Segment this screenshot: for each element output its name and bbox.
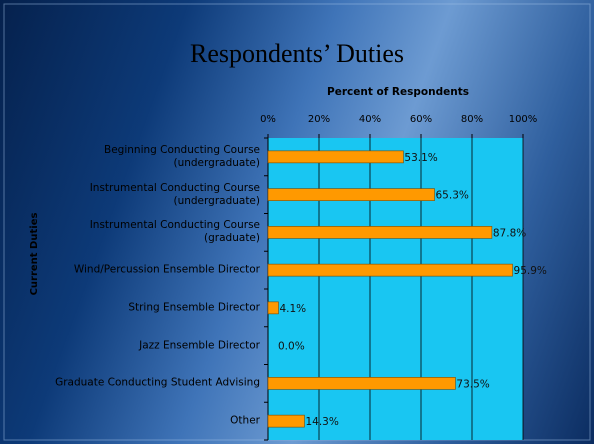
y-tick-label: String Ensemble Director: [128, 301, 260, 314]
y-tick-label: Graduate Conducting Student Advising: [55, 376, 260, 389]
y-axis-label: Current Duties: [29, 213, 40, 296]
value-label: 53.1%: [404, 152, 437, 164]
x-axis-label: Percent of Respondents: [327, 86, 469, 98]
value-label: 87.8%: [493, 227, 526, 239]
bar: [267, 226, 493, 239]
x-tick-label: 100%: [509, 114, 538, 125]
y-tick-label: Jazz Ensemble Director: [139, 339, 260, 352]
x-tick-label: 0%: [260, 114, 276, 125]
y-tick-label: Instrumental Conducting Course (graduate…: [89, 219, 260, 245]
x-tick-label: 40%: [359, 114, 381, 125]
chart-title: Respondents’ Duties: [190, 39, 404, 68]
value-label: 0.0%: [278, 341, 305, 353]
x-tick-label: 80%: [461, 114, 483, 125]
x-tick-label: 60%: [410, 114, 432, 125]
y-tick-label: Other: [230, 414, 260, 427]
bar: [267, 377, 456, 390]
y-tick-label: Beginning Conducting Course (undergradua…: [104, 143, 260, 169]
bar: [267, 414, 305, 428]
bar: [267, 301, 279, 315]
value-label: 73.5%: [456, 378, 489, 390]
bar: [267, 188, 435, 201]
x-tick-label: 20%: [308, 114, 330, 125]
y-tick-label: Instrumental Conducting Course (undergra…: [89, 181, 260, 207]
bar: [267, 150, 404, 164]
value-label: 95.9%: [514, 265, 547, 277]
y-tick-label: Wind/Percussion Ensemble Director: [73, 263, 260, 276]
value-label: 4.1%: [279, 303, 306, 315]
bar: [267, 263, 513, 277]
value-label: 65.3%: [436, 190, 469, 202]
plot-area: [268, 138, 523, 440]
value-label: 14.3%: [305, 416, 338, 428]
